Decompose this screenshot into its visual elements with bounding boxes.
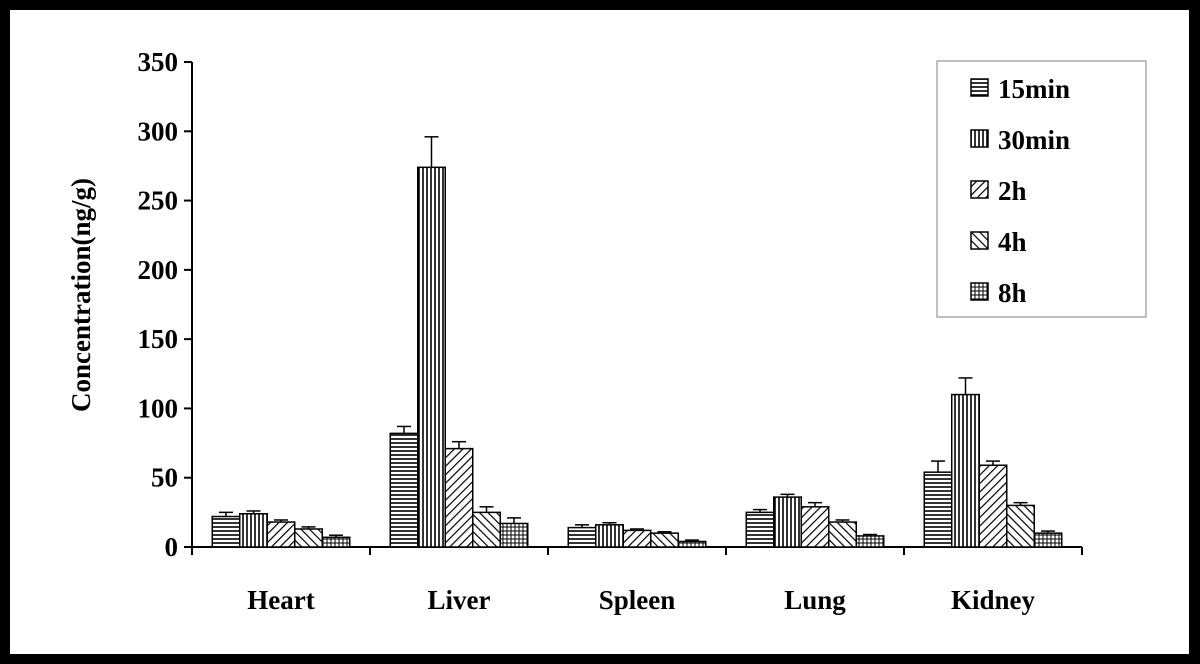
- bar-spleen-8h: [677, 540, 707, 548]
- y-axis-label: Concentration(ng/g): [66, 178, 96, 412]
- category-labels: Heart Liver Spleen Lung Kidney: [247, 585, 1035, 615]
- legend: 15min 30min 2h 4h 8h: [936, 60, 1147, 318]
- bar-liver-8h: [499, 522, 529, 548]
- bar-heart-2h: [266, 521, 296, 548]
- bar-lung-4h: [828, 521, 857, 548]
- legend-swatch-30min: [970, 129, 989, 148]
- legend-swatch-4h: [970, 231, 989, 250]
- bar-lung-2h: [800, 506, 830, 548]
- bar-heart-15min: [211, 515, 241, 548]
- legend-label-30min: 30min: [998, 125, 1070, 155]
- legend-label-8h: 8h: [998, 278, 1027, 308]
- bar-liver-2h: [444, 447, 474, 548]
- bar-spleen-30min: [595, 524, 624, 548]
- bar-lung-8h: [855, 535, 885, 548]
- bar-kidney-8h: [1033, 532, 1063, 548]
- bar-heart-4h: [294, 528, 323, 548]
- legend-label-15min: 15min: [998, 74, 1070, 104]
- y-tick-label: 100: [138, 393, 179, 423]
- bar-kidney-2h: [978, 464, 1008, 548]
- y-tick-label: 350: [138, 47, 179, 77]
- bar-lung-30min: [773, 496, 802, 548]
- bar-kidney-4h: [1006, 504, 1035, 548]
- legend-swatch-15min: [970, 78, 989, 97]
- bar-heart-8h: [321, 536, 351, 548]
- bar-spleen-15min: [567, 526, 597, 548]
- bar-kidney-15min: [923, 471, 953, 548]
- bar-spleen-2h: [622, 529, 652, 548]
- bar-heart-30min: [239, 512, 268, 548]
- category-label-kidney: Kidney: [951, 585, 1036, 615]
- category-label-liver: Liver: [428, 585, 491, 615]
- y-tick-label: 0: [165, 532, 179, 562]
- category-label-lung: Lung: [784, 585, 846, 615]
- legend-label-4h: 4h: [998, 227, 1027, 257]
- legend-swatch-2h: [970, 180, 989, 199]
- category-label-spleen: Spleen: [599, 585, 676, 615]
- y-tick-label: 250: [138, 186, 179, 216]
- y-tick-label: 50: [151, 463, 178, 493]
- y-tick-label: 150: [138, 324, 179, 354]
- bar-lung-15min: [745, 511, 775, 548]
- bars: [211, 136, 1063, 548]
- chart-frame: Concentration(ng/g) 0 50 100 150 200 250 300 35…: [10, 10, 1189, 654]
- bar-liver-30min: [417, 166, 446, 548]
- bar-kidney-30min: [951, 393, 980, 548]
- legend-swatch-8h: [970, 282, 989, 301]
- legend-label-2h: 2h: [998, 176, 1027, 206]
- bar-liver-4h: [472, 511, 501, 548]
- bar-spleen-4h: [650, 532, 679, 548]
- y-tick-label: 300: [138, 116, 179, 146]
- bar-chart: Concentration(ng/g) 0 50 100 150 200 250 300 35…: [66, 47, 1147, 615]
- y-tick-label: 200: [138, 255, 179, 285]
- category-label-heart: Heart: [247, 585, 314, 615]
- bar-liver-15min: [389, 432, 419, 548]
